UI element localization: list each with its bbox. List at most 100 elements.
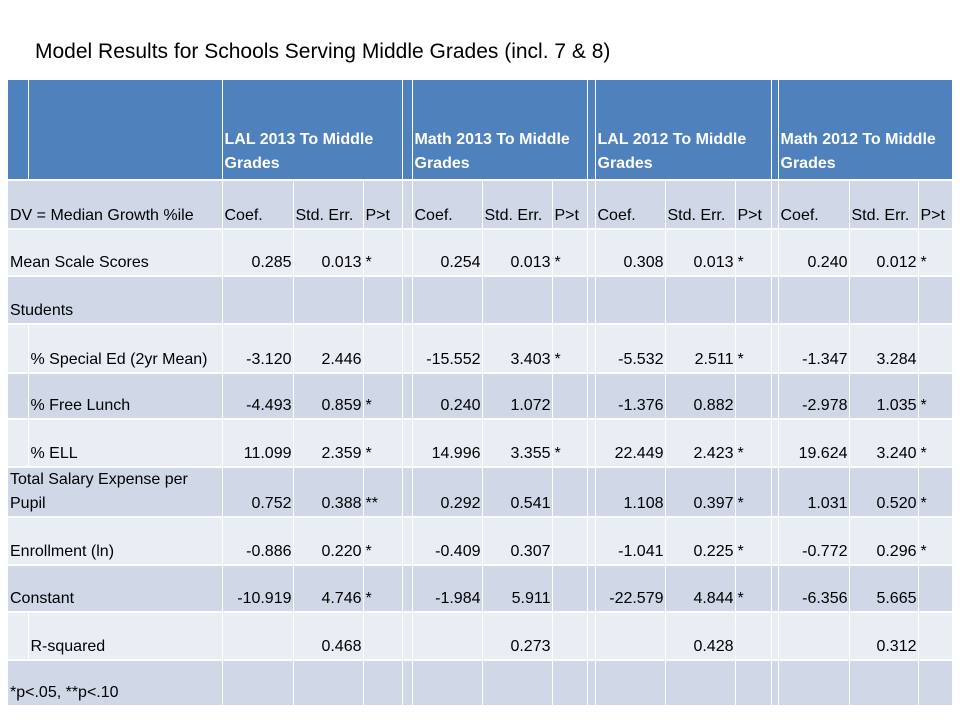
group-gap — [587, 229, 596, 277]
group-gap — [402, 660, 413, 707]
group-header-math-2012: Math 2012 To Middle Grades — [778, 80, 953, 181]
coef-value: -1.041 — [595, 517, 666, 566]
group-gap — [771, 419, 779, 468]
coef-value: 19.624 — [778, 419, 850, 468]
group-gap — [587, 419, 596, 468]
significance-marker: * — [735, 229, 772, 277]
coef-value — [222, 276, 294, 325]
group-gap — [771, 229, 779, 277]
significance-marker: * — [918, 229, 953, 277]
significance-marker: * — [735, 517, 772, 566]
coef-value: 22.449 — [595, 419, 666, 468]
coef-value: 14.996 — [412, 419, 483, 468]
model-results-table: LAL 2013 To Middle Grades Math 2013 To M… — [8, 80, 953, 707]
significance-marker: * — [918, 419, 953, 468]
std-err-value: 2.511 — [665, 324, 736, 374]
group-gap — [402, 324, 413, 374]
std-err-value: 0.013 — [482, 229, 553, 277]
std-err-value: 0.273 — [482, 612, 553, 661]
group-header-lal-2012: LAL 2012 To Middle Grades — [595, 80, 772, 181]
coef-value — [412, 276, 483, 325]
significance-marker — [918, 612, 953, 661]
coef-value — [412, 660, 483, 707]
group-gap — [587, 612, 596, 661]
std-err-value — [293, 660, 364, 707]
row-label: % Free Lunch — [28, 373, 223, 420]
std-err-value: 0.468 — [293, 612, 364, 661]
significance-marker — [735, 373, 772, 420]
std-err-value: 4.746 — [293, 565, 364, 613]
table-row: Total Salary Expense per Pupil 0.752 0.388… — [8, 467, 953, 518]
significance-marker: * — [363, 373, 403, 420]
std-err-value: 0.307 — [482, 517, 553, 566]
significance-marker — [552, 612, 588, 661]
coef-value: 0.254 — [412, 229, 483, 277]
coef-value: 0.240 — [778, 229, 850, 277]
significance-marker: * — [552, 324, 588, 374]
group-gap — [587, 373, 596, 420]
row-label: Enrollment (ln) — [8, 517, 223, 566]
significance-marker — [552, 660, 588, 707]
coef-value: -2.978 — [778, 373, 850, 420]
significance-marker — [363, 660, 403, 707]
std-err-value — [849, 660, 919, 707]
coef-value: -3.120 — [222, 324, 294, 374]
table-row: % Free Lunch -4.493 0.859 * 0.240 1.072 -1.376… — [8, 373, 953, 420]
coef-value: -1.347 — [778, 324, 850, 374]
significance-marker — [918, 565, 953, 613]
significance-marker — [552, 517, 588, 566]
significance-marker: * — [918, 467, 953, 518]
group-gap — [402, 467, 413, 518]
significance-marker: * — [363, 565, 403, 613]
std-err-value — [665, 660, 736, 707]
std-err-value — [849, 276, 919, 325]
group-gap — [587, 565, 596, 613]
std-err-value — [293, 276, 364, 325]
indent-cell — [8, 373, 29, 420]
group-gap — [402, 565, 413, 613]
col-header-coef: Coef. — [222, 180, 294, 230]
coef-value: -10.919 — [222, 565, 294, 613]
coef-value — [778, 660, 850, 707]
coef-value — [595, 276, 666, 325]
group-gap — [771, 612, 779, 661]
significance-marker — [363, 276, 403, 325]
group-gap — [771, 517, 779, 566]
std-err-value: 0.013 — [665, 229, 736, 277]
std-err-value — [482, 660, 553, 707]
std-err-value: 1.035 — [849, 373, 919, 420]
std-err-value: 0.012 — [849, 229, 919, 277]
significance-marker: ** — [363, 467, 403, 518]
table-row: *p<.05, **p<.10 — [8, 660, 953, 707]
std-err-value: 0.013 — [293, 229, 364, 277]
significance-marker: * — [918, 373, 953, 420]
significance-marker — [735, 660, 772, 707]
std-err-value: 0.388 — [293, 467, 364, 518]
std-err-value: 4.844 — [665, 565, 736, 613]
std-err-value: 0.541 — [482, 467, 553, 518]
group-gap — [402, 229, 413, 277]
table-header-row: LAL 2013 To Middle Grades Math 2013 To M… — [8, 80, 953, 181]
group-header-math-2013: Math 2013 To Middle Grades — [412, 80, 588, 181]
group-gap — [771, 324, 779, 374]
significance-marker: * — [735, 467, 772, 518]
row-label: Total Salary Expense per Pupil — [8, 467, 223, 518]
indent-cell — [8, 612, 29, 661]
indent-cell — [8, 324, 29, 374]
coef-value — [778, 612, 850, 661]
table-row: Mean Scale Scores 0.285 0.013 * 0.254 0.013 * 0… — [8, 229, 953, 277]
std-err-value: 0.397 — [665, 467, 736, 518]
slide-title: Model Results for Schools Serving Middle… — [35, 40, 611, 63]
significance-marker: * — [363, 517, 403, 566]
group-gap — [587, 467, 596, 518]
col-header-se: Std. Err. — [849, 180, 919, 230]
std-err-value: 2.423 — [665, 419, 736, 468]
coef-value — [778, 276, 850, 325]
coef-value: -22.579 — [595, 565, 666, 613]
group-gap — [771, 565, 779, 613]
row-label: Students — [8, 276, 223, 325]
std-err-value: 3.403 — [482, 324, 553, 374]
row-label: Constant — [8, 565, 223, 613]
std-err-value: 5.665 — [849, 565, 919, 613]
col-header-coef: Coef. — [778, 180, 850, 230]
